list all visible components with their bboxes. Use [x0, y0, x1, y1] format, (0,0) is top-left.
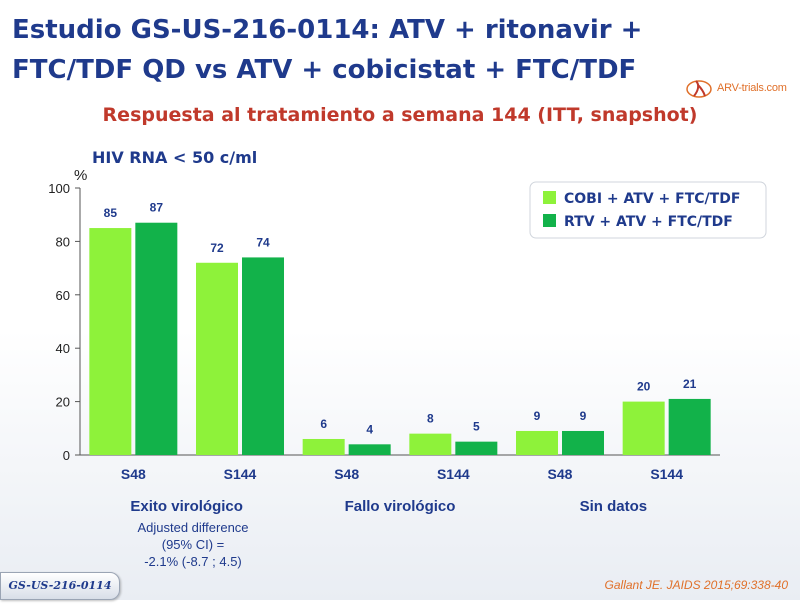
slide-title-line-2: FTC/TDF QD vs ATV + cobicistat + FTC/TDF	[12, 55, 637, 85]
bar-rtv	[455, 441, 498, 455]
bar-cobi	[89, 228, 132, 455]
x-tick-label: S48	[548, 466, 573, 482]
adjusted-difference-note: Adjusted difference (95% CI) = -2.1% (-8…	[137, 520, 248, 569]
x-tick-label: S144	[437, 466, 470, 482]
data-label: 4	[366, 422, 373, 436]
legend-label-rtv: RTV + ATV + FTC/TDF	[564, 214, 733, 230]
bar-rtv	[562, 430, 604, 455]
chart-inner-title: HIV RNA < 50 c/ml	[92, 148, 257, 167]
bar-cobi	[622, 401, 665, 455]
study-badge: GS-US-216-0114	[0, 572, 120, 600]
slide-title-line-1: Estudio GS-US-216-0114: ATV + ritonavir …	[12, 15, 643, 45]
data-label: 85	[104, 206, 118, 220]
data-label: 21	[683, 377, 697, 391]
bar-cobi	[302, 438, 345, 455]
group-label: Fallo virológico	[345, 498, 456, 515]
adjusted-difference-line-1: Adjusted difference	[137, 520, 248, 535]
adjusted-difference-line-2: (95% CI) =	[162, 537, 225, 552]
chart-bars	[89, 222, 711, 455]
bar-rtv	[668, 398, 711, 455]
bar-cobi	[196, 262, 238, 455]
data-label: 6	[320, 417, 327, 431]
x-tick-label: S144	[650, 466, 683, 482]
y-tick-label: 20	[56, 395, 70, 410]
reference-citation: Gallant JE. JAIDS 2015;69:338-40	[604, 578, 788, 592]
x-tick-label: S48	[121, 466, 146, 482]
group-label: Exito virológico	[130, 498, 243, 515]
y-tick-label: 0	[63, 448, 70, 463]
group-label: Sin datos	[580, 498, 648, 515]
chart-legend: COBI + ATV + FTC/TDF RTV + ATV + FTC/TDF	[529, 181, 767, 239]
y-tick-label: 40	[56, 341, 70, 356]
chart-subtitle: Respuesta al tratamiento a semana 144 (I…	[102, 104, 698, 126]
bar-cobi	[516, 430, 558, 455]
chart-axes: 0 20 40 60 80 100	[48, 181, 720, 463]
data-label: 5	[473, 420, 480, 434]
bar-cobi	[409, 433, 452, 455]
y-axis-label: %	[74, 167, 87, 184]
logo-text: ARV-trials.com	[717, 82, 787, 94]
data-label: 87	[150, 201, 164, 215]
data-label: 74	[256, 235, 270, 249]
ribbon-icon	[686, 80, 712, 98]
y-tick-label: 80	[56, 234, 70, 249]
bar-rtv	[135, 222, 178, 455]
bar-rtv	[242, 257, 284, 455]
data-label: 9	[534, 409, 541, 423]
slide-title: Estudio GS-US-216-0114: ATV + ritonavir …	[12, 10, 712, 90]
data-label: 20	[637, 380, 651, 394]
y-tick-label: 60	[56, 288, 70, 303]
legend-swatch-rtv	[543, 214, 556, 227]
adjusted-difference-line-3: -2.1% (-8.7 ; 4.5)	[144, 554, 242, 569]
legend-label-cobi: COBI + ATV + FTC/TDF	[564, 191, 740, 207]
x-tick-label: S144	[224, 466, 257, 482]
legend-swatch-cobi	[543, 191, 556, 204]
bar-rtv	[348, 444, 391, 455]
arv-trials-logo: ARV-trials.com	[686, 77, 787, 99]
data-label: 8	[427, 412, 434, 426]
y-tick-label: 100	[48, 181, 70, 196]
data-label: 72	[210, 241, 224, 255]
data-label: 9	[580, 409, 587, 423]
x-tick-label: S48	[334, 466, 359, 482]
